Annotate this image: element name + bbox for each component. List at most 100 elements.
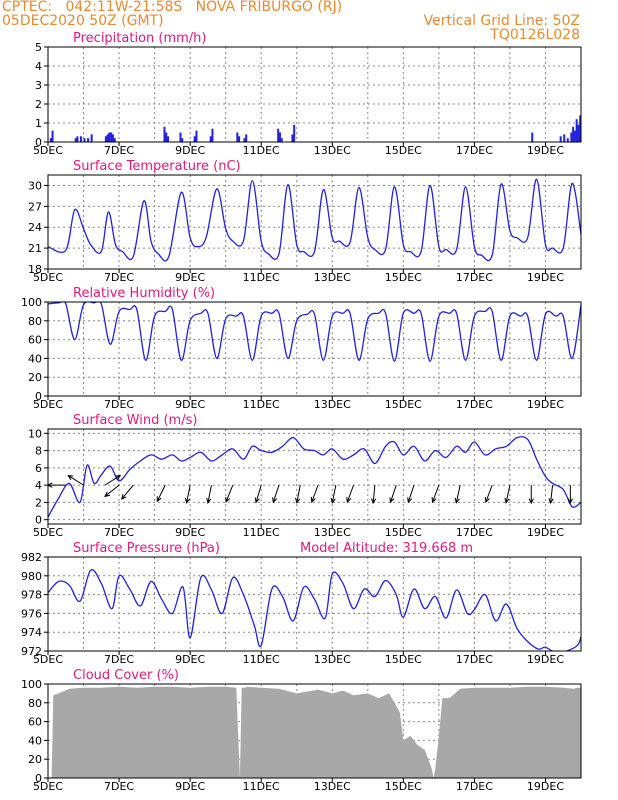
precip-bar (577, 124, 580, 142)
precip-bar (104, 136, 107, 142)
precip-bar (113, 138, 116, 142)
precip-bar (76, 136, 79, 142)
y-tick-label: 980 (21, 570, 42, 583)
precip-bar (277, 128, 280, 142)
model-altitude: Model Altitude: 319.668 m (300, 541, 473, 556)
panel-frame (47, 556, 582, 652)
precip-bar (167, 136, 170, 142)
y-tick-label: 18 (28, 263, 42, 276)
y-tick-label: 2 (35, 496, 42, 509)
x-tick-label: 7DEC (104, 780, 134, 793)
x-tick-label: 9DEC (175, 144, 205, 157)
precip-bar (83, 138, 86, 142)
precip-bar (90, 134, 93, 142)
panel-frame (47, 301, 582, 397)
wind-vector-head (156, 496, 162, 503)
precip-bar (195, 130, 198, 142)
x-tick-label: 15DEC (385, 653, 422, 666)
wind-vector-head (272, 497, 278, 504)
x-tick-label: 17DEC (456, 526, 493, 539)
y-tick-label: 100 (21, 678, 42, 691)
wind-vector-head (115, 475, 122, 481)
precip-bar (245, 134, 248, 142)
panel-frame (47, 174, 582, 270)
panel-frame (47, 428, 582, 525)
wind-vector-head (504, 497, 510, 504)
wind-vector-head (121, 493, 127, 500)
x-tick-label: 19DEC (527, 271, 564, 284)
x-tick-label: 5DEC (33, 271, 63, 284)
wind-vector (104, 484, 120, 497)
precip-bar (51, 130, 54, 142)
precip-bar (572, 126, 575, 142)
x-tick-label: 5DEC (33, 780, 63, 793)
x-tick-label: 13DEC (314, 144, 351, 157)
temperature-line (48, 178, 581, 262)
y-tick-label: 27 (28, 200, 42, 213)
wind-vector (331, 485, 337, 503)
panel-humidity (44, 301, 582, 400)
x-tick-label: 9DEC (175, 780, 205, 793)
precip-bar (293, 124, 296, 142)
wind-vector (186, 485, 191, 503)
panel-title: Cloud Cover (%) (73, 668, 179, 683)
panel-title: Precipitation (mm/h) (73, 31, 206, 46)
wind-vector-head (370, 498, 377, 505)
panel-pressure (44, 556, 582, 655)
y-tick-label: 982 (21, 551, 42, 564)
x-tick-label: 5DEC (33, 144, 63, 157)
x-tick-label: 5DEC (33, 653, 63, 666)
wind-vector-head (454, 497, 460, 504)
wind-line (48, 436, 581, 518)
precip-bar (87, 138, 90, 142)
header-run-time: 05DEC2020 50Z (GMT) (2, 13, 164, 29)
panel-frame (47, 683, 582, 779)
wind-vector-head (254, 497, 260, 504)
x-tick-label: 15DEC (385, 398, 422, 411)
precip-bar (236, 132, 239, 142)
wind-vector (104, 475, 121, 486)
x-tick-label: 11DEC (243, 144, 280, 157)
precip-bar (278, 132, 281, 142)
wind-vector (505, 485, 511, 503)
x-tick-label: 17DEC (456, 780, 493, 793)
y-tick-label: 10 (28, 427, 42, 440)
pressure-line (48, 568, 581, 651)
x-tick-label: 5DEC (33, 526, 63, 539)
wind-vector-head (548, 498, 554, 505)
precip-bar (579, 115, 582, 142)
wind-vector (225, 484, 234, 503)
panel-frame (47, 46, 582, 143)
x-tick-label: 7DEC (104, 398, 134, 411)
x-tick-label: 19DEC (527, 780, 564, 793)
x-tick-label: 11DEC (243, 526, 280, 539)
precip-bar (211, 128, 214, 142)
y-tick-label: 976 (21, 607, 42, 620)
x-tick-label: 13DEC (314, 526, 351, 539)
y-tick-label: 3 (35, 79, 42, 92)
header-model-code: TQ0126L028 (490, 27, 580, 43)
panel-title: Surface Temperature (nC) (73, 159, 241, 174)
wind-vector-head (407, 497, 413, 504)
wind-vector-head (67, 474, 74, 481)
precip-bar (193, 136, 196, 142)
y-tick-label: 6 (35, 462, 42, 475)
precip-bar (209, 136, 212, 142)
wind-vector (156, 484, 166, 502)
wind-vector-head (484, 496, 490, 504)
wind-vector (121, 484, 134, 500)
precip-bar (280, 138, 283, 142)
x-tick-label: 17DEC (456, 271, 493, 284)
wind-vector (455, 485, 461, 503)
precip-bar (566, 138, 569, 142)
precip-bar (111, 134, 114, 142)
y-tick-label: 40 (28, 734, 42, 747)
x-tick-label: 9DEC (175, 271, 205, 284)
wind-vector-head (389, 497, 395, 504)
x-tick-label: 13DEC (314, 780, 351, 793)
y-tick-label: 0 (35, 772, 42, 785)
x-tick-label: 7DEC (104, 144, 134, 157)
panel-wind (44, 428, 582, 528)
header-station: CPTEC: 042:11W-21:58S NOVA FRIBURGO (RJ) (2, 0, 343, 15)
y-tick-label: 8 (35, 445, 42, 458)
